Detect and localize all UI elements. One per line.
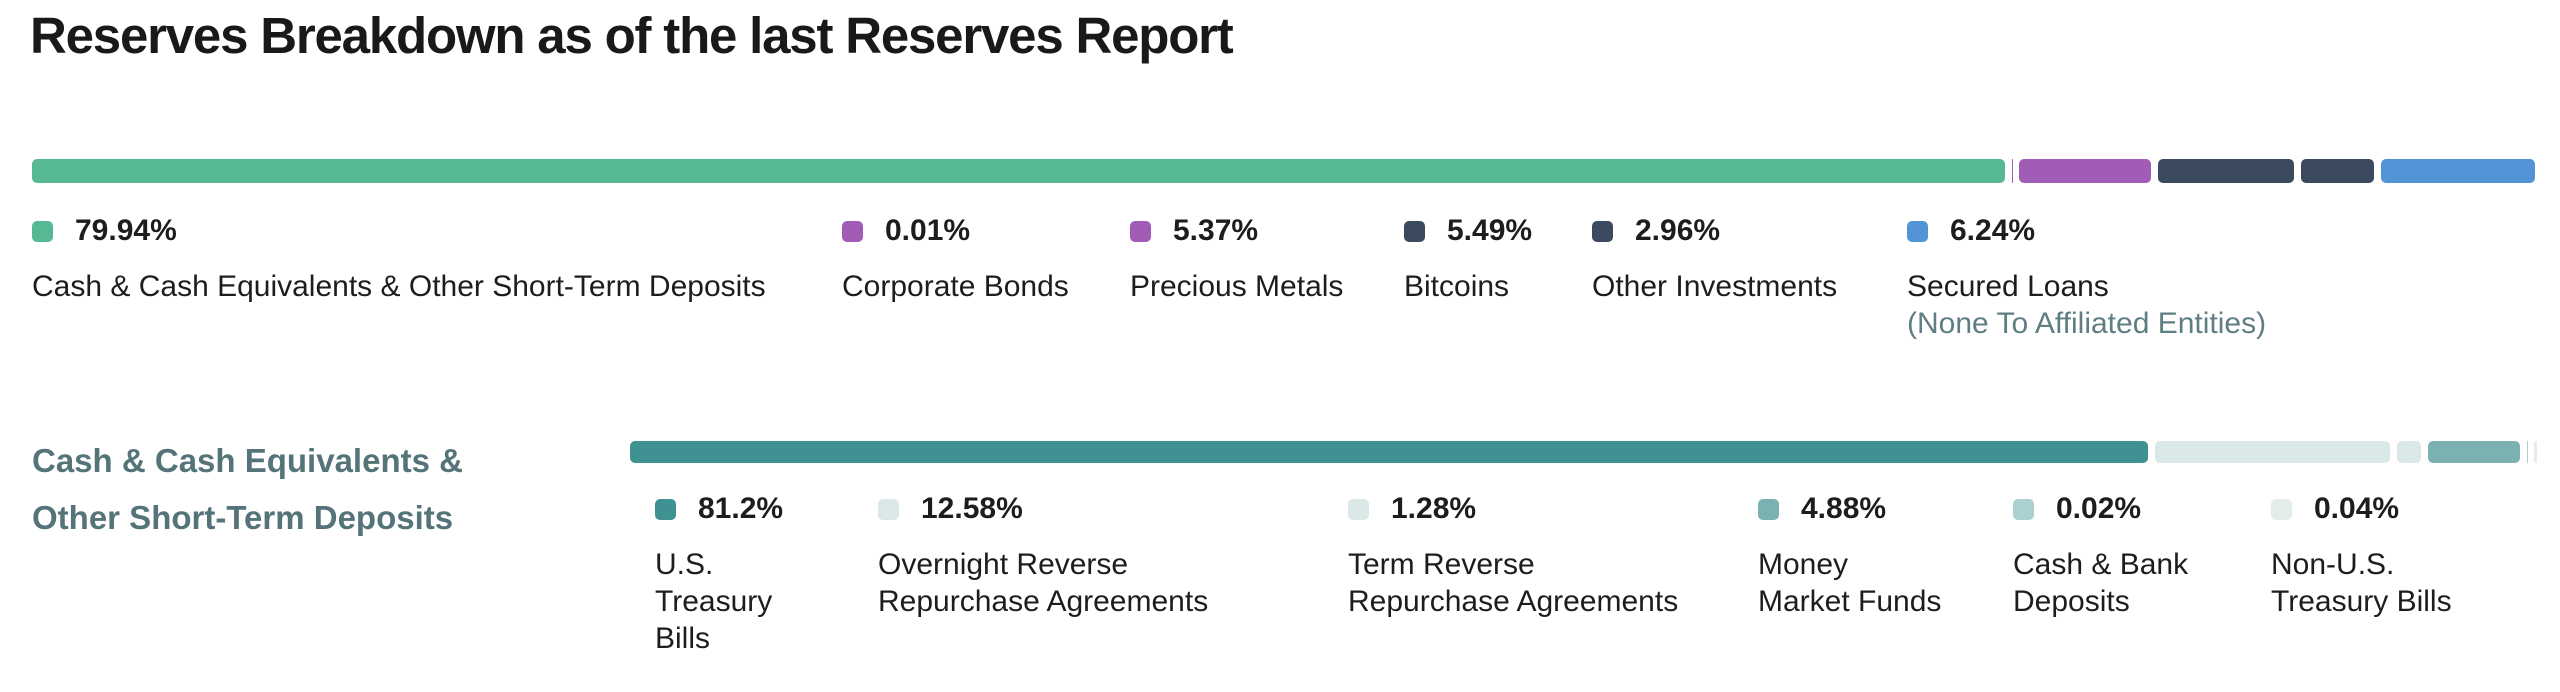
legend-percent: 79.94%	[75, 214, 177, 247]
legend-percent: 1.28%	[1391, 492, 1477, 525]
bar-segment-precious-metals	[2018, 159, 2152, 183]
legend-swatch-precious-metals	[1130, 220, 1151, 242]
legend-head: 5.37%	[1130, 212, 1343, 250]
bar-segment-money-market-funds	[2428, 441, 2520, 463]
legend-label: Secured Loans	[1907, 270, 2109, 303]
legend-percent: 5.37%	[1173, 214, 1259, 247]
legend-label: Cash & Bank Deposits	[2013, 548, 2189, 618]
reserves-stacked-bar	[32, 159, 2535, 183]
legend-percent: 4.88%	[1801, 492, 1887, 525]
legend-item-precious-metals: 5.37% Precious Metals	[1130, 212, 1343, 305]
legend-head: 1.28%	[1348, 490, 1678, 528]
legend-percent: 81.2%	[698, 492, 784, 525]
legend-item-secured-loans: 6.24% Secured Loans (None To Affiliated En…	[1907, 212, 2266, 343]
legend-percent: 5.49%	[1447, 214, 1533, 247]
legend-label: Overnight Reverse Repurchase Agreements	[878, 548, 1209, 618]
legend-head: 81.2%	[655, 490, 783, 528]
cash-section-title: Cash & Cash Equivalents & Other Short-Te…	[32, 442, 463, 536]
bar-segment-term-reverse-repurchase-agreements	[2397, 441, 2422, 463]
legend-item-corporate-bonds: 0.01% Corporate Bonds	[842, 212, 1069, 305]
legend-head: 12.58%	[878, 490, 1208, 528]
legend-label: Non-U.S. Treasury Bills	[2271, 548, 2452, 618]
legend-swatch-non-u-s-treasury-bills	[2271, 498, 2292, 520]
legend-percent: 6.24%	[1950, 214, 2036, 247]
legend-item-cash-cash-equivalents-other-short-term-deposits: 79.94% Cash & Cash Equivalents & Other Sh…	[32, 212, 766, 305]
legend-percent: 0.01%	[885, 214, 971, 247]
legend-label: Other Investments	[1592, 270, 1838, 303]
legend-swatch-cash-cash-equivalents-other-short-term-deposits	[32, 220, 53, 242]
bar-segment-bitcoins	[2158, 159, 2294, 183]
legend-swatch-bitcoins	[1404, 220, 1425, 242]
legend-head: 6.24%	[1907, 212, 2266, 250]
legend-swatch-term-reverse-repurchase-agreements	[1348, 498, 1369, 520]
page-title: Reserves Breakdown as of the last Reserv…	[30, 7, 1234, 64]
legend-swatch-money-market-funds	[1758, 498, 1779, 520]
legend-label: Money Market Funds	[1758, 548, 1942, 618]
legend-swatch-other-investments	[1592, 220, 1613, 242]
legend-head: 79.94%	[32, 212, 766, 250]
legend-label: Cash & Cash Equivalents & Other Short-Te…	[32, 270, 766, 303]
bar-segment-secured-loans	[2381, 159, 2535, 183]
legend-label: Term Reverse Repurchase Agreements	[1348, 548, 1679, 618]
legend-item-cash-bank-deposits: 0.02% Cash & Bank Deposits	[2013, 490, 2188, 620]
legend-label: U.S. Treasury Bills	[655, 548, 773, 655]
legend-head: 5.49%	[1404, 212, 1532, 250]
bar-segment-overnight-reverse-repurchase-agreements	[2155, 441, 2391, 463]
legend-percent: 2.96%	[1635, 214, 1721, 247]
legend-swatch-secured-loans	[1907, 220, 1928, 242]
legend-item-overnight-reverse-repurchase-agreements: 12.58% Overnight Reverse Repurchase Agree…	[878, 490, 1208, 620]
legend-swatch-corporate-bonds	[842, 220, 863, 242]
bar-segment-cash-cash-equivalents-other-short-term-deposits	[32, 159, 2005, 183]
legend-note: (None To Affiliated Entities)	[1907, 307, 2267, 340]
legend-item-other-investments: 2.96% Other Investments	[1592, 212, 1837, 305]
legend-head: 2.96%	[1592, 212, 1837, 250]
legend-swatch-overnight-reverse-repurchase-agreements	[878, 498, 899, 520]
legend-head: 0.04%	[2271, 490, 2452, 528]
legend-swatch-u-s-treasury-bills	[655, 498, 676, 520]
legend-label: Bitcoins	[1404, 270, 1510, 303]
legend-swatch-cash-bank-deposits	[2013, 498, 2034, 520]
legend-percent: 0.04%	[2314, 492, 2400, 525]
legend-label: Precious Metals	[1130, 270, 1344, 303]
legend-head: 0.02%	[2013, 490, 2188, 528]
legend-item-bitcoins: 5.49% Bitcoins	[1404, 212, 1532, 305]
cash-stacked-bar	[630, 441, 2538, 463]
legend-head: 4.88%	[1758, 490, 1941, 528]
legend-percent: 12.58%	[921, 492, 1023, 525]
bar-segment-u-s-treasury-bills	[630, 441, 2149, 463]
legend-item-money-market-funds: 4.88% Money Market Funds	[1758, 490, 1941, 620]
legend-head: 0.01%	[842, 212, 1069, 250]
legend-item-non-u-s-treasury-bills: 0.04% Non-U.S. Treasury Bills	[2271, 490, 2452, 620]
legend-percent: 0.02%	[2056, 492, 2142, 525]
legend-item-u-s-treasury-bills: 81.2% U.S. Treasury Bills	[655, 490, 783, 657]
bar-segment-non-u-s-treasury-bills	[2534, 441, 2538, 463]
legend-item-term-reverse-repurchase-agreements: 1.28% Term Reverse Repurchase Agreements	[1348, 490, 1678, 620]
bar-segment-other-investments	[2300, 159, 2375, 183]
legend-label: Corporate Bonds	[842, 270, 1069, 303]
